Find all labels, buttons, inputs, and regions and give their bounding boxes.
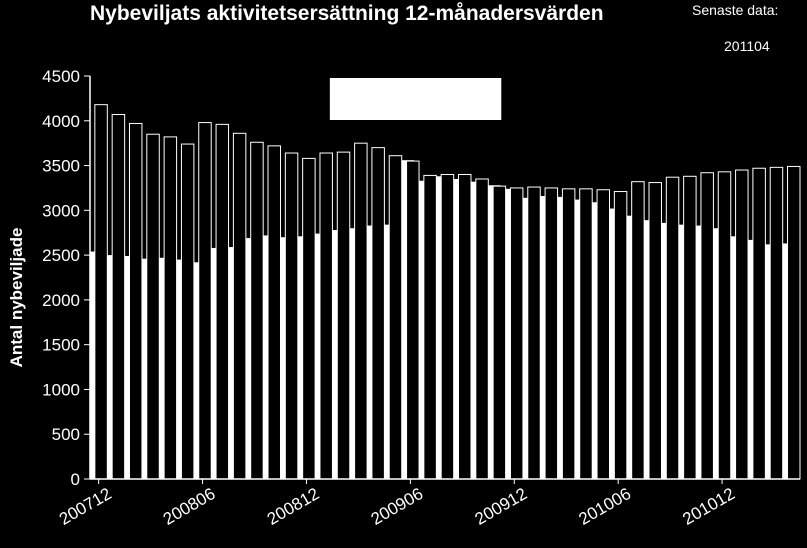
y-tick-label-3000: 3000 (42, 201, 80, 220)
bar-series-2-201011 (700, 172, 714, 480)
bar-series-2-201005 (596, 189, 611, 480)
bar-series-2-201004 (579, 188, 593, 480)
bar-series-2-201006 (613, 191, 628, 480)
bar-series-2-200906 (406, 160, 420, 480)
x-tick-label-200812: 200812 (264, 484, 323, 529)
y-tick-label-1000: 1000 (42, 380, 80, 399)
bar-series-2-200908 (440, 174, 455, 480)
y-tick-label-2000: 2000 (42, 291, 80, 310)
bar-series-2-201002 (544, 187, 559, 480)
bar-series-2-200909 (458, 174, 472, 480)
highlight-band (329, 78, 502, 120)
y-tick-label-0: 0 (71, 470, 80, 489)
latest-data-label: Senaste data: (692, 2, 779, 18)
x-tick-label-200806: 200806 (160, 484, 219, 529)
bar-series-2-201103 (769, 166, 784, 480)
bar-series-2-201007 (631, 181, 645, 480)
bar-series-2-200802 (128, 122, 143, 480)
bar-series-2-201003 (561, 188, 576, 480)
y-tick-label-2500: 2500 (42, 246, 80, 265)
bar-series-2-200808 (232, 132, 247, 480)
bar-series-2-200811 (284, 152, 299, 480)
bar-series-2-201009 (665, 176, 680, 480)
bar-series-2-200903 (354, 142, 368, 480)
bar-series-2-200812 (302, 157, 316, 480)
bar-series-2-200801 (111, 114, 126, 480)
y-tick-label-4000: 4000 (42, 112, 80, 131)
x-tick-label-200712: 200712 (56, 484, 115, 529)
bar-series-2-200805 (180, 143, 195, 480)
x-tick-label-200912: 200912 (472, 484, 531, 529)
bar-series-2-201012 (717, 171, 732, 480)
chart-title: Nybeviljats aktivitetsersättning 12-måna… (90, 2, 604, 25)
bar-series-2-200809 (250, 141, 264, 480)
y-tick-label-500: 500 (52, 425, 80, 444)
bar-series-2-200712 (94, 104, 108, 480)
bar-series-2-200804 (163, 136, 178, 480)
bar-series-2-201104 (787, 165, 801, 480)
latest-data-value: 201104 (724, 38, 770, 54)
bar-series-2-201010 (683, 175, 697, 480)
bar-series-2-201008 (648, 182, 662, 480)
bar-series-2-200904 (371, 147, 385, 480)
bar-series-2-200803 (146, 133, 160, 480)
bar-series-2-200807 (215, 123, 230, 480)
bar-series-2-200911 (492, 185, 507, 480)
bar-series-2-200905 (388, 155, 403, 480)
y-tick-label-4500: 4500 (42, 67, 80, 86)
x-tick-label-200906: 200906 (368, 484, 427, 529)
bar-series-2-201001 (527, 186, 541, 480)
bar-series-2-200910 (475, 178, 489, 480)
x-tick-label-201012: 201012 (679, 484, 738, 529)
bar-series-2-200901 (319, 152, 333, 480)
bar-series-2-201101 (735, 169, 749, 480)
bar-series-2-200912 (509, 187, 524, 480)
bar-series-2-200810 (267, 145, 281, 480)
y-tick-label-1500: 1500 (42, 336, 80, 355)
bar-series-2-200902 (336, 151, 351, 480)
y-tick-label-3500: 3500 (42, 157, 80, 176)
x-tick-label-201006: 201006 (576, 484, 635, 529)
bar-series-2-200806 (198, 122, 212, 480)
y-axis-title: Antal nybeviljade (7, 228, 26, 368)
bar-series-2-201102 (752, 167, 766, 480)
bar-series-2-200907 (423, 174, 437, 480)
